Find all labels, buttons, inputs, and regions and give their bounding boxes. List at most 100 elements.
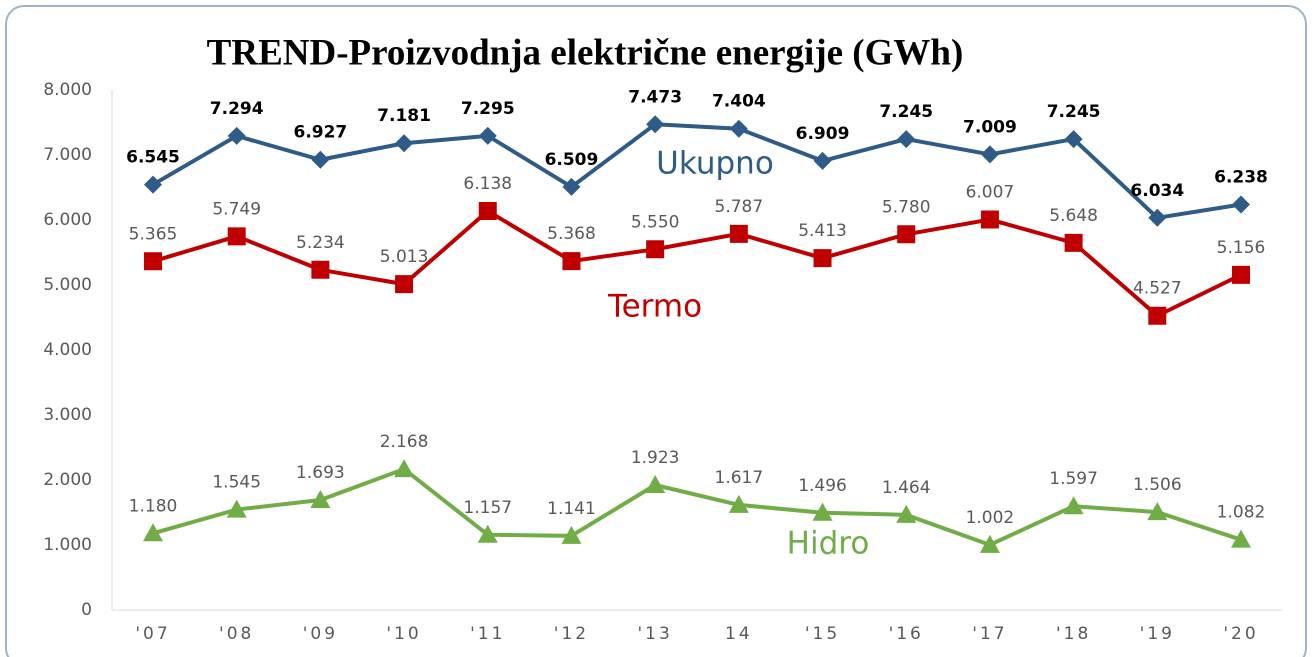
value-label: 1.464 (882, 478, 931, 498)
data-point (227, 227, 246, 246)
value-label: 5.234 (296, 233, 345, 253)
value-label: 5.749 (212, 199, 261, 219)
x-tick-label: '11 (470, 624, 505, 644)
data-point (896, 504, 917, 523)
value-label: 1.082 (1217, 503, 1266, 523)
data-point (1232, 265, 1250, 284)
value-label: 5.365 (129, 224, 178, 244)
value-label: 6.238 (1214, 168, 1268, 188)
y-tick-label: 1.000 (43, 535, 92, 555)
value-label: 1.157 (463, 498, 512, 518)
data-point (897, 130, 916, 149)
x-tick-label: '15 (805, 624, 840, 644)
data-point (729, 224, 748, 243)
series-line (152, 209, 1242, 318)
value-label: 7.009 (963, 117, 1017, 137)
data-point (144, 252, 162, 271)
data-point (1231, 529, 1251, 548)
y-tick-label: 7.000 (43, 145, 92, 165)
series-line (152, 467, 1242, 547)
value-label: 5.368 (547, 224, 596, 244)
data-point (980, 210, 999, 229)
data-point (1148, 208, 1167, 227)
data-point (645, 475, 666, 494)
series-line (151, 122, 1242, 220)
x-tick-label: '20 (1223, 624, 1258, 644)
value-label: 5.780 (882, 197, 931, 217)
data-point (812, 502, 833, 521)
y-tick-label: 4.000 (43, 340, 92, 360)
data-point (562, 252, 581, 271)
series-label: Hidro (787, 526, 870, 562)
value-label: 1.002 (966, 508, 1015, 528)
data-point (311, 150, 330, 169)
y-tick-label: 6.000 (43, 210, 92, 230)
data-point (813, 151, 832, 170)
data-point (1232, 195, 1250, 214)
x-tick-label: '17 (972, 624, 1007, 644)
x-tick-label: '09 (303, 624, 338, 644)
y-tick-label: 8.000 (43, 80, 92, 100)
data-point (477, 524, 498, 543)
x-tick-label: 14 (725, 624, 753, 644)
data-point (1147, 502, 1168, 521)
series-label: Termo (607, 289, 702, 325)
data-point (646, 115, 665, 134)
value-label: 1.597 (1049, 469, 1098, 489)
data-point (897, 225, 916, 244)
y-tick-label: 2.000 (43, 470, 92, 490)
y-tick-label: 5.000 (43, 275, 92, 295)
value-label: 5.648 (1049, 206, 1098, 226)
value-label: 5.550 (631, 212, 680, 232)
value-label: 5.013 (380, 247, 429, 267)
value-label: 7.245 (1047, 102, 1101, 122)
chart-title: TREND-Proizvodnja električne energije (G… (207, 32, 964, 73)
value-label: 1.506 (1133, 475, 1182, 495)
data-point (394, 459, 415, 478)
value-label: 6.509 (545, 150, 599, 170)
data-point (144, 175, 162, 194)
x-tick-label: '08 (219, 624, 254, 644)
value-label: 1.923 (631, 448, 680, 468)
data-point (646, 240, 665, 259)
value-label: 1.693 (296, 463, 345, 483)
data-point (478, 202, 497, 221)
value-label: 6.909 (796, 124, 850, 144)
data-point (980, 145, 999, 164)
x-tick-label: '16 (889, 624, 924, 644)
value-label: 5.413 (798, 221, 847, 241)
value-label: 1.617 (715, 468, 764, 488)
value-label: 7.294 (210, 99, 264, 119)
data-point (310, 489, 331, 508)
data-point (1064, 233, 1083, 252)
value-label: 1.180 (129, 496, 178, 516)
data-point (729, 119, 748, 138)
y-tick-label: 3.000 (43, 405, 92, 425)
data-point (979, 534, 1000, 553)
value-label: 1.545 (212, 473, 261, 493)
value-label: 4.527 (1133, 279, 1182, 299)
data-point (1148, 306, 1167, 325)
data-point (226, 499, 247, 518)
data-point (728, 494, 749, 513)
value-label: 1.496 (798, 476, 847, 496)
value-label: 7.473 (628, 87, 682, 107)
value-label: 1.141 (547, 499, 596, 519)
x-tick-label: '19 (1140, 624, 1175, 644)
data-point (813, 249, 832, 268)
x-tick-label: '13 (637, 624, 672, 644)
value-label: 6.545 (126, 148, 180, 168)
value-label: 5.787 (715, 197, 764, 217)
value-label: 2.168 (380, 432, 429, 452)
data-point (478, 126, 497, 145)
value-label: 7.181 (377, 106, 431, 126)
value-label: 6.007 (966, 183, 1015, 203)
y-tick-label: 0 (81, 600, 92, 620)
value-label: 7.404 (712, 92, 766, 112)
series-label: Ukupno (656, 146, 774, 182)
data-point (1063, 496, 1084, 515)
value-label: 5.156 (1217, 238, 1266, 258)
data-point (311, 260, 330, 279)
x-tick-label: '18 (1056, 624, 1091, 644)
